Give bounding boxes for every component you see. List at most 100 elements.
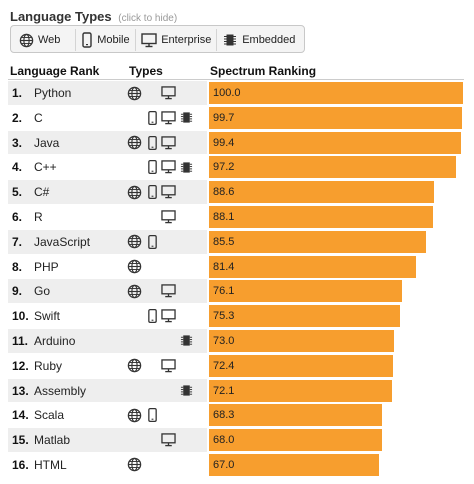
bar-value-label: 85.5 bbox=[213, 235, 235, 248]
mobile-phone-icon bbox=[144, 109, 160, 127]
spectrum-bar: 68.0 bbox=[209, 429, 382, 452]
language-name[interactable]: C bbox=[34, 110, 43, 125]
language-name[interactable]: C++ bbox=[34, 160, 57, 175]
filter-web-button[interactable]: Web bbox=[13, 29, 77, 51]
filter-enterprise-button[interactable]: Enterprise bbox=[136, 29, 218, 51]
column-header-rank[interactable]: Language Rank bbox=[10, 64, 100, 78]
rank-cell: 8. PHP bbox=[8, 255, 207, 279]
table-row: 6. R 88.1 bbox=[8, 205, 464, 230]
bar-value-label: 99.4 bbox=[213, 136, 235, 149]
bar-value-label: 100.0 bbox=[213, 87, 241, 99]
language-name[interactable]: Matlab bbox=[34, 433, 71, 448]
language-type-icons bbox=[126, 456, 196, 474]
language-type-filter: Web Mobile Enterprise Embedded bbox=[10, 25, 305, 53]
language-name[interactable]: Python bbox=[34, 86, 72, 100]
language-type-icons bbox=[126, 332, 196, 350]
desktop-monitor-icon bbox=[160, 158, 176, 176]
filter-mobile-button[interactable]: Mobile bbox=[76, 29, 137, 51]
rank-number: 3. bbox=[12, 135, 23, 150]
desktop-monitor-icon bbox=[160, 183, 176, 201]
language-type-icons bbox=[126, 208, 196, 226]
mobile-phone-icon bbox=[144, 158, 160, 176]
spectrum-bar: 97.2 bbox=[209, 156, 456, 179]
rank-number: 1. bbox=[12, 86, 23, 100]
legend-hide-hint[interactable]: (click to hide) bbox=[118, 13, 178, 24]
language-name[interactable]: HTML bbox=[34, 457, 67, 472]
header-divider bbox=[8, 79, 464, 80]
language-type-icons bbox=[126, 233, 196, 251]
spectrum-bar: 75.3 bbox=[209, 305, 401, 328]
language-name[interactable]: JavaScript bbox=[34, 234, 91, 249]
language-type-icons bbox=[126, 158, 196, 176]
rank-number: 6. bbox=[12, 209, 23, 224]
language-type-icons bbox=[126, 307, 196, 325]
globe-icon bbox=[18, 32, 34, 48]
desktop-monitor-icon bbox=[160, 282, 176, 300]
rank-cell: 11. Arduino bbox=[8, 328, 207, 353]
desktop-monitor-icon bbox=[160, 109, 176, 127]
ranking-table: 1. Python 100.0 2. C 99.7 3. Java 99.4 4. C++ 97.2 5… bbox=[8, 81, 464, 478]
globe-icon bbox=[126, 282, 142, 300]
rank-cell: 7. JavaScript bbox=[8, 229, 207, 254]
rank-number: 7. bbox=[12, 234, 23, 249]
rank-cell: 12. Ruby bbox=[8, 354, 207, 378]
spectrum-bar: 76.1 bbox=[209, 280, 403, 303]
table-row: 5. C# 88.6 bbox=[8, 180, 464, 205]
spectrum-bar: 67.0 bbox=[209, 453, 380, 476]
mobile-phone-icon bbox=[144, 183, 160, 201]
column-header-types: Types bbox=[129, 64, 163, 78]
spectrum-bar: 72.1 bbox=[209, 379, 393, 402]
language-name[interactable]: Arduino bbox=[34, 333, 76, 348]
language-name[interactable]: Ruby bbox=[34, 358, 63, 373]
rank-cell: 1. Python bbox=[8, 81, 207, 105]
rank-number: 12. bbox=[12, 358, 29, 373]
table-row: 7. JavaScript 85.5 bbox=[8, 229, 464, 255]
globe-icon bbox=[126, 134, 142, 152]
bar-value-label: 81.4 bbox=[213, 260, 235, 273]
bar-value-label: 88.6 bbox=[213, 186, 235, 199]
rank-number: 8. bbox=[12, 259, 23, 274]
mobile-phone-icon bbox=[144, 134, 160, 152]
bar-value-label: 72.4 bbox=[213, 359, 235, 372]
rank-cell: 5. C# bbox=[8, 180, 207, 204]
language-name[interactable]: Swift bbox=[34, 309, 61, 324]
filter-embedded-button[interactable]: Embedded bbox=[217, 29, 302, 51]
language-type-icons bbox=[126, 109, 196, 127]
rank-cell: 15. Matlab bbox=[8, 428, 207, 452]
table-row: 15. Matlab 68.0 bbox=[8, 428, 464, 453]
chip-icon bbox=[178, 158, 194, 176]
rank-number: 11. bbox=[12, 333, 29, 348]
desktop-monitor-icon bbox=[160, 357, 176, 375]
spectrum-bar: 99.4 bbox=[209, 131, 462, 154]
language-type-icons bbox=[126, 282, 196, 300]
globe-icon bbox=[126, 357, 142, 375]
table-row: 2. C 99.7 bbox=[8, 106, 464, 131]
bar-value-label: 73.0 bbox=[213, 334, 235, 347]
language-name[interactable]: R bbox=[34, 209, 43, 224]
language-name[interactable]: Assembly bbox=[34, 383, 87, 398]
rank-cell: 4. C++ bbox=[8, 155, 207, 179]
bar-value-label: 68.3 bbox=[213, 409, 235, 422]
globe-icon bbox=[126, 406, 142, 424]
rank-number: 14. bbox=[12, 408, 29, 423]
chip-icon bbox=[222, 32, 238, 48]
column-header-spectrum[interactable]: Spectrum Ranking bbox=[210, 64, 317, 78]
globe-icon bbox=[126, 183, 142, 201]
language-type-icons bbox=[126, 406, 196, 424]
language-name[interactable]: Java bbox=[34, 135, 60, 150]
language-type-icons bbox=[126, 183, 196, 201]
rank-number: 15. bbox=[12, 433, 29, 448]
language-type-icons bbox=[126, 134, 196, 152]
rank-number: 4. bbox=[12, 160, 23, 175]
language-name[interactable]: Scala bbox=[34, 408, 65, 423]
filter-mobile-label: Mobile bbox=[97, 34, 130, 46]
language-name[interactable]: PHP bbox=[34, 259, 59, 274]
table-row: 8. PHP 81.4 bbox=[8, 255, 464, 280]
rank-cell: 13. Assembly bbox=[8, 378, 207, 403]
language-name[interactable]: C# bbox=[34, 185, 50, 200]
table-row: 14. Scala 68.3 bbox=[8, 403, 464, 428]
bar-value-label: 97.2 bbox=[213, 161, 235, 174]
language-name[interactable]: Go bbox=[34, 284, 51, 299]
spectrum-bar: 88.6 bbox=[209, 181, 435, 204]
bar-value-label: 76.1 bbox=[213, 285, 235, 298]
